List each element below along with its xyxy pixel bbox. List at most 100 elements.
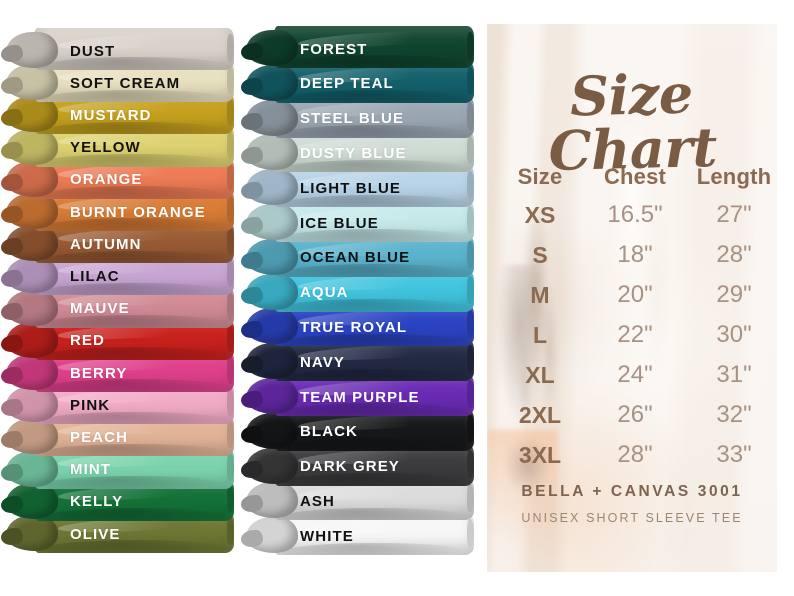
blurred-ring-shape xyxy=(504,435,551,496)
cell-chest: 24" xyxy=(617,361,653,388)
size-chart-row: XS 16.5" 27" xyxy=(497,195,771,235)
size-chart-row: 2XL 26" 32" xyxy=(497,395,771,435)
sleeve-cuff xyxy=(467,519,474,548)
knot-shape xyxy=(6,289,58,326)
color-name-label: SOFT CREAM xyxy=(70,74,181,92)
color-name-label: LIGHT BLUE xyxy=(300,179,401,197)
knot-shape xyxy=(246,169,298,206)
sleeve-cuff xyxy=(467,66,474,95)
sleeve-cuff xyxy=(467,449,474,478)
color-name-label: TRUE ROYAL xyxy=(300,318,408,336)
cell-chest: 26" xyxy=(617,401,653,428)
color-name-label: BURNT ORANGE xyxy=(70,203,206,221)
blurred-vase-shape xyxy=(495,265,545,430)
cell-chest: 16.5" xyxy=(607,201,663,228)
knot-shape xyxy=(6,32,58,68)
sleeve-cuff xyxy=(227,195,234,223)
color-name-label: AUTUMN xyxy=(70,235,142,253)
sleeve-cuff xyxy=(227,484,234,513)
sleeve-cuff xyxy=(467,414,474,443)
knot-shape xyxy=(6,128,58,165)
knot-shape xyxy=(246,134,298,171)
knot-shape xyxy=(6,450,58,487)
knot-shape xyxy=(6,257,58,294)
knot-shape xyxy=(246,30,298,66)
color-name-label: MUSTARD xyxy=(70,106,152,124)
sleeve-cuff xyxy=(227,227,234,256)
knot-shape xyxy=(246,482,298,519)
cell-chest: 28" xyxy=(617,441,653,468)
cell-length: 30" xyxy=(716,321,752,348)
color-name-label: BERRY xyxy=(70,364,128,382)
knot-shape xyxy=(246,308,298,345)
cell-size: L xyxy=(532,321,548,348)
sleeve-cuff xyxy=(227,323,234,352)
cell-size: M xyxy=(530,281,550,308)
sleeve-cuff xyxy=(467,240,474,269)
cell-size: S xyxy=(532,241,548,268)
knot-shape xyxy=(6,515,58,551)
knot-shape xyxy=(246,204,298,240)
sleeve-cuff xyxy=(227,130,234,159)
knot-shape xyxy=(246,238,298,275)
sleeve-cuff xyxy=(227,34,234,62)
cell-length: 31" xyxy=(716,361,752,388)
knot-shape xyxy=(246,412,298,449)
cell-size: 3XL xyxy=(518,441,562,468)
color-name-label: STEEL BLUE xyxy=(300,110,405,128)
sleeve-cuff xyxy=(227,66,234,95)
sleeve-cuff xyxy=(227,98,234,127)
knot-shape xyxy=(246,99,298,136)
sleeve-cuff xyxy=(467,345,474,374)
knot-shape xyxy=(246,517,298,554)
color-name-label: PINK xyxy=(70,396,111,414)
color-name-label: MAUVE xyxy=(70,300,130,318)
size-chart-panel: Size Chart Size Chest Length XS 16.5" 27" S… xyxy=(487,24,777,572)
color-name-label: NAVY xyxy=(300,353,345,371)
knot-shape xyxy=(246,447,298,484)
sleeve-cuff xyxy=(227,452,234,481)
column-header-size: Size xyxy=(517,164,563,189)
cell-size: XS xyxy=(524,201,556,228)
size-chart-body: XS 16.5" 27" S 18" 28" M 20" 29" L 22" 30" XL 24" 31" 2… xyxy=(497,195,771,475)
color-name-label: MINT xyxy=(70,461,112,479)
color-swatch-row: DUST xyxy=(0,26,240,76)
cell-chest: 18" xyxy=(617,241,653,268)
size-chart-table: Size Chest Length XS 16.5" 27" S 18" 28" M 20" 2… xyxy=(497,164,771,475)
cell-length: 33" xyxy=(716,441,752,468)
sleeve-cuff xyxy=(467,171,474,200)
knot-shape xyxy=(6,193,58,229)
sleeve-cuff xyxy=(227,162,234,191)
knot-shape xyxy=(6,96,58,133)
cell-chest: 20" xyxy=(617,281,653,308)
sleeve-cuff xyxy=(227,388,234,417)
color-name-label: TEAM PURPLE xyxy=(300,388,420,406)
knot-shape xyxy=(6,354,58,390)
knot-shape xyxy=(6,225,58,262)
cell-chest: 22" xyxy=(617,321,653,348)
sleeve-cuff xyxy=(227,259,234,288)
color-name-label: YELLOW xyxy=(70,139,141,157)
cell-length: 32" xyxy=(716,401,752,428)
sleeve-cuff xyxy=(227,291,234,320)
knot-shape xyxy=(246,343,298,380)
sleeve-cuff xyxy=(467,310,474,339)
brand-name: BELLA + CANVAS 3001 xyxy=(521,483,743,500)
size-chart-row: XL 24" 31" xyxy=(497,355,771,395)
sleeve-cuff xyxy=(467,136,474,165)
size-chart-row: M 20" 29" xyxy=(497,275,771,315)
sleeve-cuff xyxy=(227,517,234,545)
knot-shape xyxy=(6,160,58,197)
warm-light-glow xyxy=(487,429,557,572)
sleeve-cuff xyxy=(467,484,474,513)
cell-length: 28" xyxy=(716,241,752,268)
color-name-label: OCEAN BLUE xyxy=(300,249,411,267)
sleeve-shape xyxy=(34,28,234,70)
knot-shape xyxy=(6,64,58,101)
sleeve-cuff xyxy=(467,275,474,304)
column-header-length: Length xyxy=(696,164,772,189)
color-name-label: LILAC xyxy=(70,267,120,285)
cell-length: 27" xyxy=(716,201,752,228)
color-name-label: DEEP TEAL xyxy=(300,75,394,93)
